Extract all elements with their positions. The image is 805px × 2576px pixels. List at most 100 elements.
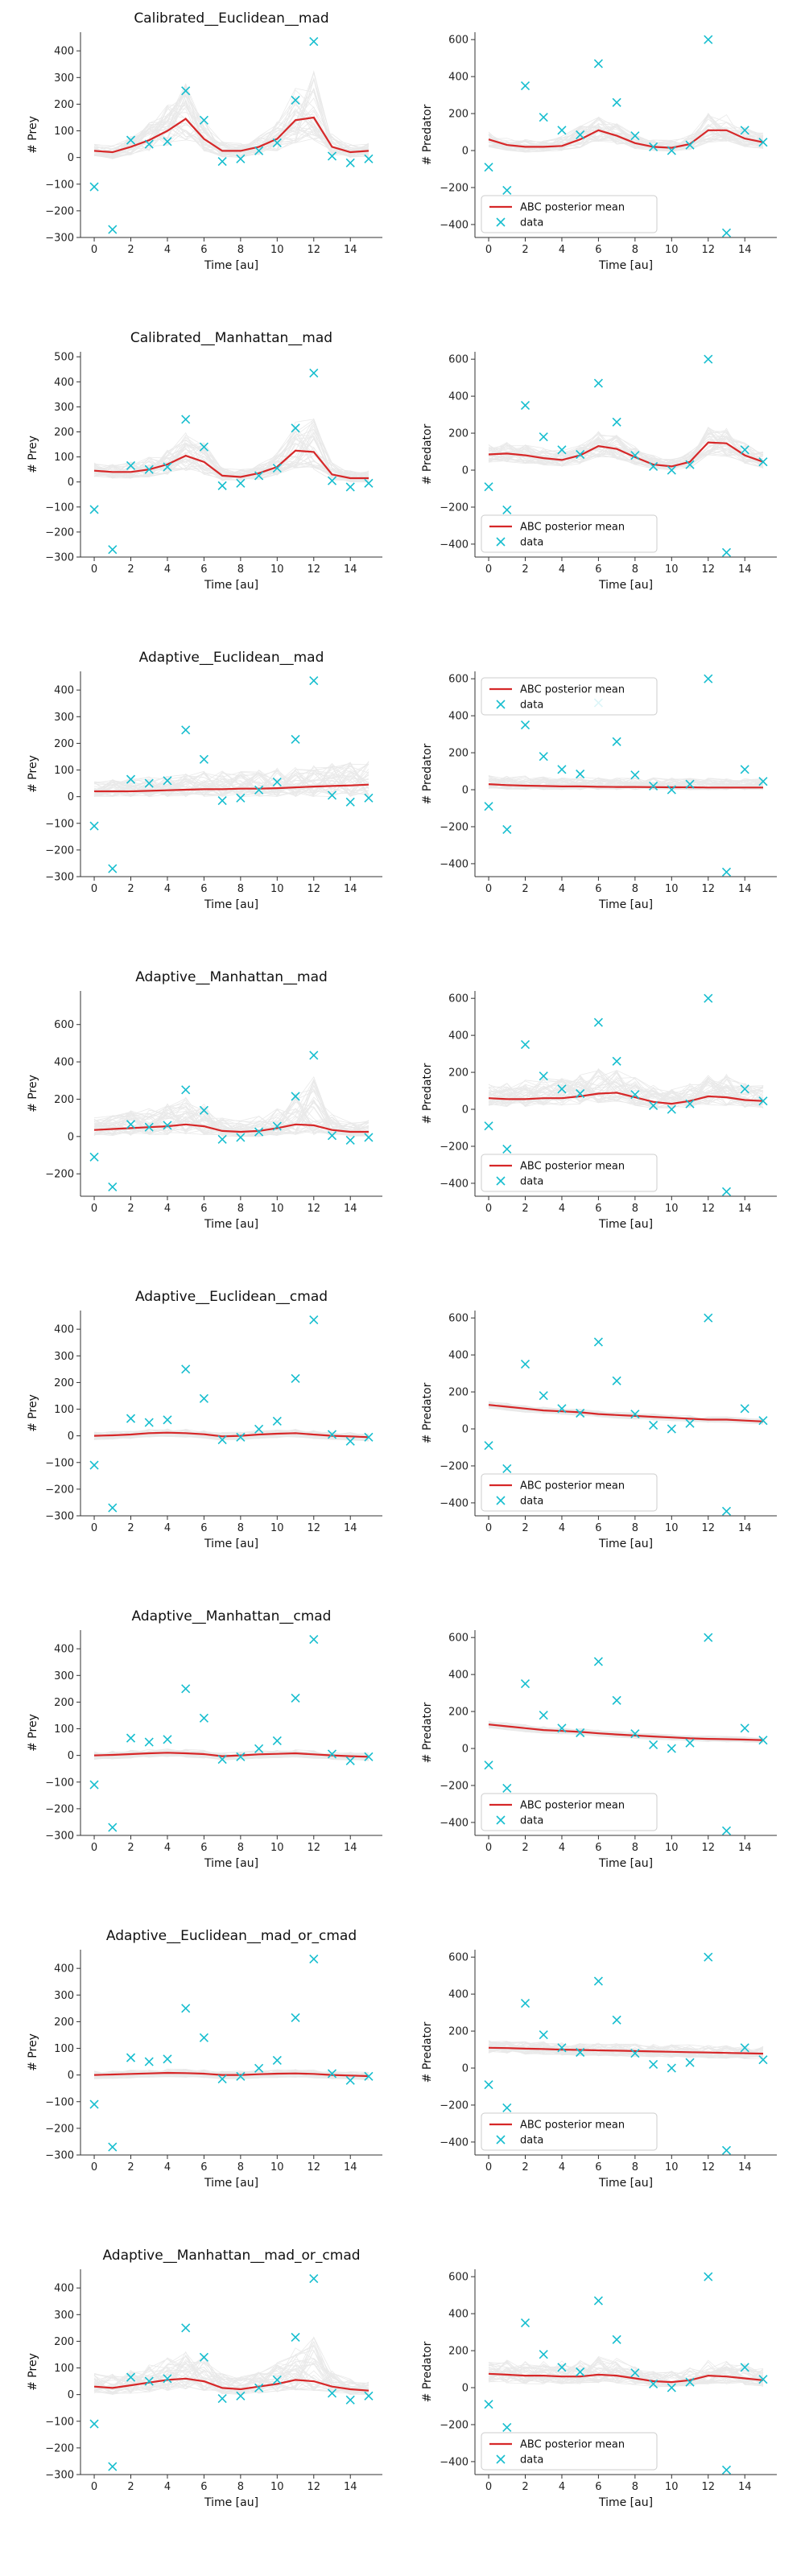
- x-tick-label: 0: [485, 2481, 492, 2493]
- x-tick-label: 0: [485, 244, 492, 256]
- sample-line: [93, 2362, 369, 2394]
- y-tick-label: 0: [462, 1744, 469, 1756]
- y-axis-label: # Predator: [421, 743, 434, 804]
- x-tick-label: 4: [164, 1522, 171, 1534]
- legend: ABC posterior mean data: [481, 2432, 658, 2471]
- sample-line: [93, 763, 369, 793]
- y-tick-label: 200: [448, 748, 469, 760]
- legend-mean-label: ABC posterior mean: [520, 2120, 625, 2132]
- y-tick-label: −200: [440, 1780, 469, 1792]
- y-tick-label: −100: [45, 502, 74, 514]
- data-point: [272, 464, 282, 473]
- y-tick-label: 300: [54, 402, 74, 414]
- data-point: [520, 1360, 530, 1369]
- data-point: [291, 2013, 300, 2023]
- data-point: [576, 769, 585, 779]
- sample-line: [93, 1102, 369, 1137]
- chart-title: Adaptive__Euclidean__cmad: [135, 1289, 328, 1305]
- x-tick-label: 4: [559, 1522, 565, 1534]
- sample-line: [93, 1429, 369, 1440]
- data-point: [108, 1503, 118, 1513]
- sample-line: [93, 763, 369, 797]
- x-tick-label: 2: [522, 2481, 528, 2493]
- data-point: [685, 460, 695, 469]
- y-tick-label: 200: [54, 2017, 74, 2029]
- sample-line: [488, 2359, 764, 2384]
- data-point: [163, 776, 172, 786]
- sample-line: [488, 1084, 764, 1109]
- sample-line: [488, 1080, 764, 1109]
- x-tick-label: 4: [559, 2481, 565, 2493]
- data-point: [758, 1736, 768, 1745]
- sample-line: [488, 1075, 764, 1109]
- chart-panel: Adaptive__Manhattan__mad_or_cmad 0 2 4 6 8 10 1…: [27, 2248, 382, 2509]
- data-point: [484, 1121, 493, 1131]
- x-axis-label: Time [au]: [598, 259, 653, 272]
- x-tick-label: 6: [200, 564, 207, 576]
- y-tick-label: −300: [45, 1511, 74, 1523]
- sample-line: [488, 436, 764, 464]
- data-point: [740, 126, 749, 135]
- sample-line: [488, 1076, 764, 1109]
- chart-panel: 0 2 4 6 8 10 12 14 −400 −200 0 200 400 600 Time [au] # …: [421, 1311, 777, 1550]
- sample-line: [488, 1067, 764, 1108]
- x-tick-label: 0: [91, 2481, 97, 2493]
- sample-line: [93, 1429, 369, 1441]
- data-point: [199, 115, 208, 125]
- sample-line: [93, 1103, 369, 1137]
- sample-line: [488, 2363, 764, 2387]
- sample-line: [488, 2359, 764, 2388]
- chart-panel: Adaptive__Euclidean__mad_or_cmad 0 2 4 6 8 10 1…: [27, 1928, 382, 2190]
- y-tick-label: −200: [45, 526, 74, 539]
- sample-line: [93, 1100, 369, 1137]
- legend-data-swatch: [496, 1176, 506, 1186]
- y-tick-label: −300: [45, 552, 74, 564]
- chart-panel: 0 2 4 6 8 10 12 14 −400 −200 0 200 400 600 Time [au] # …: [421, 1630, 777, 1870]
- x-axis-label: Time [au]: [204, 259, 258, 272]
- legend-data-label: data: [520, 217, 543, 229]
- data-point: [108, 225, 118, 234]
- x-tick-label: 10: [270, 2481, 284, 2493]
- sample-line: [93, 1429, 369, 1442]
- posterior-mean-line: [93, 449, 369, 480]
- sample-line: [488, 1070, 764, 1108]
- data-point: [721, 547, 732, 557]
- sample-line: [488, 2363, 764, 2387]
- sample-line: [488, 1070, 764, 1108]
- sample-line: [93, 2336, 369, 2396]
- sample-line: [488, 2360, 764, 2387]
- y-tick-label: 300: [54, 1670, 74, 1682]
- legend-mean-label: ABC posterior mean: [520, 1480, 625, 1492]
- data-point: [345, 2395, 355, 2405]
- sample-line: [93, 430, 369, 481]
- data-point: [89, 2099, 99, 2109]
- sample-line: [488, 1076, 764, 1108]
- data-point: [758, 777, 768, 786]
- sample-line: [488, 2042, 764, 2058]
- data-point: [484, 2400, 493, 2409]
- data-point: [217, 157, 227, 167]
- data-point: [291, 95, 300, 105]
- sample-line: [93, 1078, 369, 1137]
- sample-line: [93, 2354, 369, 2396]
- data-point: [576, 1728, 585, 1738]
- y-tick-label: 100: [54, 765, 74, 777]
- sample-line: [93, 448, 369, 481]
- data-point: [199, 2352, 208, 2362]
- sample-line: [93, 765, 369, 797]
- x-tick-label: 12: [307, 1522, 320, 1534]
- sample-line: [93, 436, 369, 479]
- sample-line: [488, 2042, 764, 2059]
- data-point: [236, 793, 246, 803]
- x-tick-label: 10: [270, 244, 284, 256]
- y-tick-label: 300: [54, 712, 74, 724]
- data-point: [502, 1783, 512, 1793]
- legend: ABC posterior mean data: [481, 2112, 658, 2151]
- x-tick-label: 10: [665, 1842, 679, 1854]
- x-tick-label: 12: [307, 2481, 320, 2493]
- posterior-mean-line: [488, 1724, 764, 1741]
- sample-line: [93, 421, 369, 481]
- data-point: [630, 1090, 640, 1100]
- data-point: [163, 1735, 172, 1744]
- sample-line: [488, 1068, 764, 1106]
